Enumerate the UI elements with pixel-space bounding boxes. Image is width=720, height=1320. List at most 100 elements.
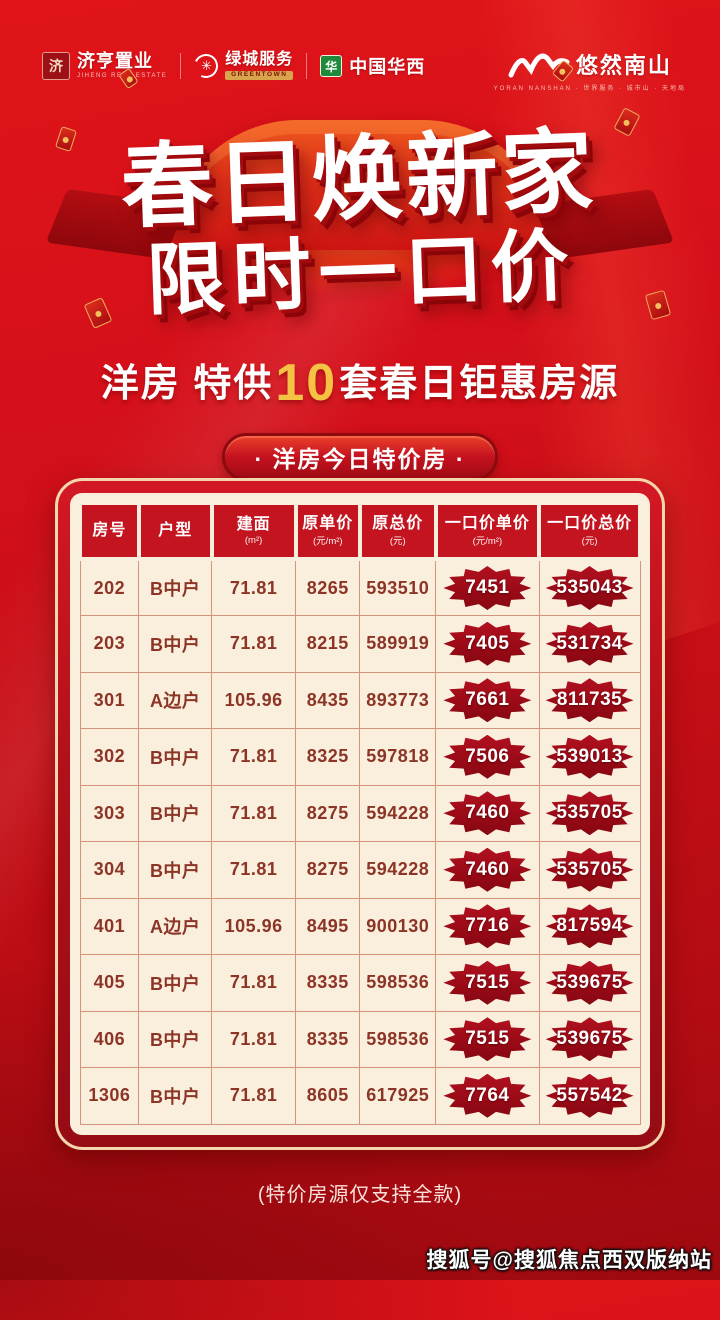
price-splat-badge: 535705 [545,847,634,892]
subtitle: 洋房 特供10套春日钜惠房源 [100,354,620,412]
table-cell: 598536 [359,1010,437,1068]
table-cell: B中户 [138,1067,213,1125]
deal-price-cell: 531734 [538,615,641,673]
ribbon-label: · 洋房今日特价房 · [254,446,466,472]
table-cell: 8265 [295,558,361,616]
deal-price-cell: 7405 [435,615,540,673]
price-splat-badge: 539675 [545,1017,634,1062]
deal-price-cell: 7451 [435,558,540,616]
deal-price-cell: 539675 [538,1010,641,1068]
table-cell: 617925 [359,1067,437,1125]
yoran-tagline: YORAN NANSHAN · 世界服务 · 城市山 · 天地局 [493,86,686,92]
logo-greentown: ✳ 绿城服务 GREENTOWN [190,50,294,82]
brand-bar: 济 济亨置业 JIHENG REAL ESTATE ✳ 绿城服务 GREENTO… [42,50,686,92]
table-cell: B中户 [138,954,213,1012]
table-cell: 105.96 [211,671,297,729]
table-cell: 105.96 [211,897,297,955]
table-cell: 594228 [359,841,437,899]
table-cell: 8275 [295,841,361,899]
price-splat-badge: 539675 [545,960,634,1005]
table-row: 203 B中户 71.81 8215 589919 7405 531734 [79,615,641,673]
deal-price-cell: 535705 [538,841,641,899]
table-cell: 405 [79,954,140,1012]
table-row: 405 B中户 71.81 8335 598536 7515 539675 [79,954,641,1012]
table-cell: B中户 [138,841,213,899]
price-splat-badge: 817594 [545,904,634,949]
table-cell: 900130 [359,897,437,955]
table-cell: 71.81 [211,841,297,899]
unit-count: 10 [275,354,338,412]
table-cell: 304 [79,841,140,899]
deal-price-cell: 7661 [435,671,540,729]
table-row: 202 B中户 71.81 8265 593510 7451 535043 [79,558,641,616]
table-cell: 594228 [359,784,437,842]
mountain-brush-icon [508,53,570,78]
table-cell: 203 [79,615,140,673]
table-row: 406 B中户 71.81 8335 598536 7515 539675 [79,1010,641,1068]
table-cell: 71.81 [211,615,297,673]
greentown-subtitle: GREENTOWN [225,70,294,80]
price-table-body: 202 B中户 71.81 8265 593510 7451 535043 203 B中户 71.… [79,558,641,1125]
column-header: 户型 [136,501,214,561]
table-cell: 893773 [359,671,437,729]
table-cell: 589919 [359,615,437,673]
huaxi-name: 中国华西 [349,57,426,77]
table-cell: B中户 [138,784,213,842]
deal-price-cell: 7515 [435,1010,540,1068]
greentown-name: 绿城服务 [225,51,294,69]
price-splat-badge: 535043 [545,566,634,610]
deal-price-cell: 557542 [538,1067,641,1125]
jiheng-name: 济亨置业 [77,51,153,72]
deal-price-cell: 7515 [435,954,540,1012]
column-header: 原总价 (元) [357,501,438,561]
deal-price-cell: 811735 [538,671,641,729]
special-price-ribbon: · 洋房今日特价房 · [222,433,498,481]
table-cell: B中户 [138,558,213,616]
watermark-sohu: 搜狐号@搜狐焦点西双版纳站 [426,1249,712,1272]
table-row: 302 B中户 71.81 8325 597818 7506 539013 [79,728,641,786]
column-header: 原单价 (元/m²) [293,501,362,561]
table-cell: B中户 [138,728,213,786]
price-splat-badge: 811735 [545,678,634,723]
table-cell: 8275 [295,784,361,842]
table-cell: 71.81 [211,728,297,786]
table-cell: 1306 [79,1067,140,1125]
deal-price-cell: 7460 [435,784,540,842]
table-cell: 593510 [359,558,437,616]
table-cell: A边户 [138,897,213,955]
price-splat-badge: 7661 [443,678,532,723]
table-cell: 598536 [359,954,437,1012]
table-cell: 8335 [295,1010,361,1068]
price-splat-badge: 7451 [443,566,532,610]
deal-price-cell: 535043 [538,558,641,616]
price-table: 房号 户型 建面 (m²) 原单价 (元/m²) 原总价 (元) 一口价单价 (元/m²) 一口价总… [78,501,642,1125]
table-row: 304 B中户 71.81 8275 594228 7460 535705 [79,841,641,899]
logo-jiheng: 济 济亨置业 JIHENG REAL ESTATE [42,52,167,80]
column-header: 建面 (m²) [209,501,298,561]
logo-huaxi: 华 中国华西 [320,53,425,79]
table-cell: 71.81 [211,558,297,616]
price-splat-badge: 7506 [443,734,532,779]
price-splat-badge: 7515 [443,960,532,1005]
greentown-crescent-icon: ✳ [190,50,222,82]
table-cell: 71.81 [211,1067,297,1125]
table-cell: 597818 [359,728,437,786]
price-splat-badge: 7515 [443,1017,532,1062]
price-splat-badge: 7460 [443,847,532,892]
table-cell: 8215 [295,615,361,673]
column-header: 房号 [78,501,141,561]
deal-price-cell: 539675 [538,954,641,1012]
price-splat-badge: 531734 [545,621,634,666]
table-cell: 8605 [295,1067,361,1125]
table-cell: 301 [79,671,140,729]
table-cell: 71.81 [211,784,297,842]
table-cell: 202 [79,558,140,616]
price-splat-badge: 7460 [443,791,532,836]
table-cell: B中户 [138,615,213,673]
table-row: 301 A边户 105.96 8435 893773 7661 811735 [79,671,641,729]
table-row: 401 A边户 105.96 8495 900130 7716 817594 [79,897,641,955]
huaxi-square-icon: 华 [320,55,343,77]
deal-price-cell: 7506 [435,728,540,786]
divider [306,53,308,79]
footnote: (特价房源仅支持全款) [257,1184,463,1206]
